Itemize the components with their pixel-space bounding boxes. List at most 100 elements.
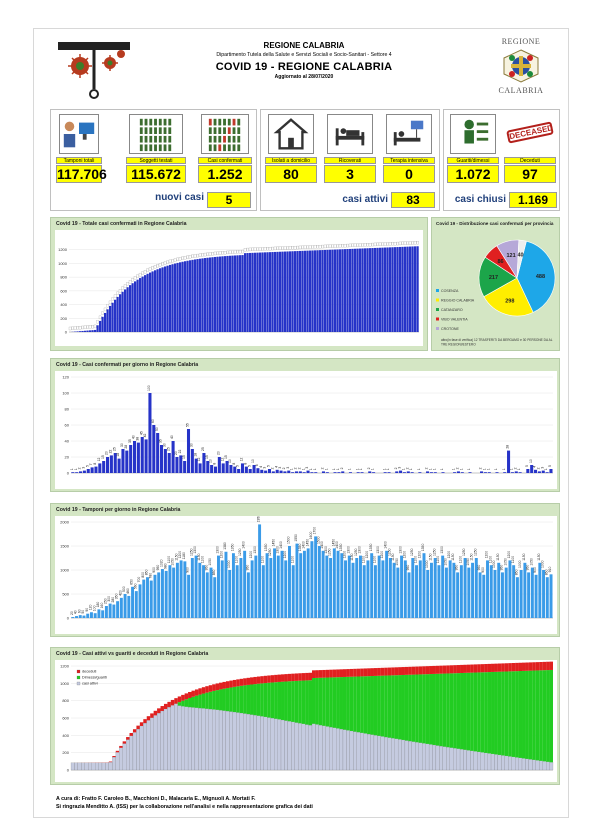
active-bar [415, 742, 419, 771]
bar-data-label: 2 [282, 467, 286, 469]
bar [368, 471, 372, 473]
bar [489, 565, 493, 618]
active-bar [325, 726, 330, 771]
recovered-bar [305, 680, 309, 725]
bar [261, 252, 264, 332]
deceased-bar [205, 686, 209, 693]
bar-data-label: 300 [107, 596, 111, 602]
bar [269, 558, 273, 618]
active-bar [191, 707, 196, 771]
active-bar [81, 762, 85, 771]
bar-data-label: 3 [398, 467, 402, 469]
bar [527, 572, 531, 618]
bar [254, 252, 257, 332]
bar-data-label: 3 [305, 467, 309, 469]
bar-label-marker [86, 325, 89, 329]
active-bar [353, 731, 357, 771]
deceased-bar [415, 666, 419, 675]
bar [299, 250, 302, 332]
bar [333, 472, 337, 473]
bar [406, 471, 410, 473]
daily-tests-title: Covid 19 - Tamponi per giorno in Regione… [56, 507, 181, 513]
bar [171, 264, 174, 332]
bar-data-label: 1 [432, 468, 436, 470]
active-bar [232, 711, 237, 771]
bar [140, 437, 144, 473]
cumulative-chart: 0 200 400 600 800 1000 1200 [58, 241, 419, 335]
recovered-bar [301, 680, 306, 724]
stat-value: 3 [324, 165, 376, 183]
bar-data-label: 1150 [197, 553, 201, 560]
bar-label-marker [361, 243, 364, 247]
deceased-bar [535, 662, 540, 671]
recovered-bar [404, 674, 409, 741]
bar-data-label: 1100 [290, 556, 294, 563]
legend-swatch [436, 317, 439, 321]
bar [386, 247, 389, 332]
bar-label-marker [233, 250, 237, 254]
bar [71, 617, 75, 618]
bar [354, 248, 357, 332]
recovered-bar [442, 673, 447, 747]
bar [152, 425, 156, 473]
bar-data-label: 2 [294, 467, 298, 469]
bar-data-label: 280 [111, 597, 115, 603]
bar [91, 330, 94, 332]
deceased-bar [167, 701, 171, 708]
bar-data-label: 1250 [268, 548, 272, 556]
recovered-bar [429, 674, 433, 745]
bar [429, 562, 433, 618]
active-bar [205, 708, 209, 771]
deceased-bar [487, 663, 492, 673]
deceased-bar [277, 674, 282, 682]
bar-data-label: 1400 [242, 541, 246, 549]
bar-data-label: 900 [186, 567, 190, 573]
pie-slice [483, 277, 534, 317]
recovered-bar [194, 695, 199, 708]
bar [514, 471, 518, 473]
recovered-bar [246, 684, 251, 715]
deceased-bar [191, 690, 195, 697]
bar-data-label: 1200 [507, 551, 511, 559]
bar [289, 251, 292, 332]
bar [157, 572, 161, 618]
bar [294, 471, 299, 473]
bar-data-label: 1250 [462, 548, 466, 556]
bar [500, 572, 504, 618]
deceased-bar [477, 664, 481, 673]
recovered-bar [177, 702, 182, 706]
deceased-bar [212, 684, 216, 691]
bar [518, 472, 522, 473]
bar-label-marker [108, 300, 112, 305]
bar [102, 461, 106, 473]
active-bar [280, 719, 285, 771]
bar [164, 266, 167, 332]
recovered-bar [387, 675, 392, 738]
bar-data-label: 1300 [346, 546, 350, 554]
recovered-bar [270, 682, 275, 719]
bar-label-marker [363, 243, 367, 247]
active-bar [187, 707, 192, 771]
y-tick-label: 600 [60, 288, 67, 293]
active-bar [449, 747, 454, 771]
bar [482, 574, 486, 618]
recovered-bar [477, 672, 481, 752]
active-bar [98, 762, 103, 771]
bar-label-marker [83, 325, 87, 329]
bar-data-label: 1150 [537, 553, 541, 560]
recovered-bar [546, 670, 550, 762]
bar [284, 560, 288, 618]
bar [84, 330, 87, 332]
deceased-bar [305, 672, 309, 681]
stat-value: 80 [265, 165, 317, 183]
bar-label-marker [213, 251, 217, 256]
bar-label-marker [386, 242, 389, 246]
bar [175, 457, 179, 473]
recovered-bar [208, 691, 213, 710]
bar [392, 562, 396, 618]
recovered-bar [367, 676, 371, 735]
bar-data-label: 120 [89, 604, 93, 610]
active-bar [318, 725, 323, 771]
bar [119, 294, 122, 332]
bar-label-marker [411, 241, 414, 245]
